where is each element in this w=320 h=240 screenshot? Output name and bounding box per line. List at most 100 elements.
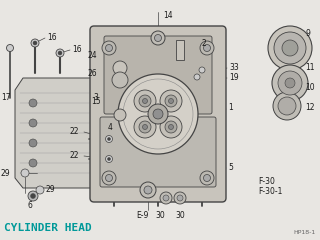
Text: 16: 16 bbox=[47, 32, 57, 42]
Circle shape bbox=[134, 116, 156, 138]
Text: 11: 11 bbox=[305, 64, 315, 72]
Circle shape bbox=[160, 116, 182, 138]
Circle shape bbox=[106, 44, 113, 52]
Circle shape bbox=[36, 186, 44, 194]
Circle shape bbox=[31, 39, 39, 47]
Text: 30: 30 bbox=[155, 211, 165, 221]
Circle shape bbox=[118, 74, 198, 154]
Circle shape bbox=[139, 95, 151, 107]
Circle shape bbox=[151, 31, 165, 45]
Ellipse shape bbox=[24, 158, 42, 168]
Circle shape bbox=[108, 138, 110, 140]
Text: 6: 6 bbox=[27, 202, 32, 210]
Circle shape bbox=[278, 97, 296, 115]
Circle shape bbox=[155, 35, 162, 42]
Circle shape bbox=[285, 78, 295, 88]
Circle shape bbox=[106, 174, 113, 181]
Text: 4: 4 bbox=[108, 124, 113, 132]
Text: 2: 2 bbox=[202, 40, 207, 48]
Circle shape bbox=[169, 98, 173, 103]
Circle shape bbox=[6, 44, 13, 52]
Circle shape bbox=[200, 41, 214, 55]
FancyBboxPatch shape bbox=[104, 36, 212, 114]
Text: 14: 14 bbox=[163, 11, 172, 19]
Text: 29: 29 bbox=[45, 186, 55, 194]
Text: 24: 24 bbox=[88, 50, 98, 60]
Circle shape bbox=[134, 90, 156, 112]
Circle shape bbox=[272, 65, 308, 101]
Circle shape bbox=[106, 136, 113, 143]
Text: 1: 1 bbox=[228, 103, 233, 113]
Ellipse shape bbox=[24, 138, 42, 148]
Circle shape bbox=[163, 195, 169, 201]
Text: 30: 30 bbox=[175, 211, 185, 221]
Circle shape bbox=[278, 71, 302, 95]
Text: 3: 3 bbox=[93, 94, 98, 102]
Circle shape bbox=[282, 40, 298, 56]
Text: 5: 5 bbox=[228, 162, 233, 172]
Circle shape bbox=[29, 159, 37, 167]
Text: 12: 12 bbox=[305, 103, 315, 113]
Text: CYLINDER HEAD: CYLINDER HEAD bbox=[4, 223, 92, 233]
FancyBboxPatch shape bbox=[100, 117, 216, 187]
Text: 9: 9 bbox=[305, 29, 310, 37]
Circle shape bbox=[199, 67, 205, 73]
Ellipse shape bbox=[85, 99, 97, 107]
Ellipse shape bbox=[24, 118, 42, 128]
Circle shape bbox=[160, 192, 172, 204]
Circle shape bbox=[29, 99, 37, 107]
Text: E-9: E-9 bbox=[136, 211, 148, 221]
Circle shape bbox=[116, 76, 124, 84]
Circle shape bbox=[33, 41, 37, 45]
Circle shape bbox=[274, 32, 306, 64]
Circle shape bbox=[139, 121, 151, 133]
Circle shape bbox=[113, 61, 127, 75]
Text: 26: 26 bbox=[88, 70, 98, 78]
Circle shape bbox=[268, 26, 312, 70]
Circle shape bbox=[142, 125, 148, 130]
Ellipse shape bbox=[24, 98, 42, 108]
Circle shape bbox=[21, 169, 29, 177]
Circle shape bbox=[140, 182, 156, 198]
Polygon shape bbox=[15, 78, 103, 188]
Circle shape bbox=[114, 109, 126, 121]
Circle shape bbox=[148, 104, 168, 124]
Circle shape bbox=[56, 49, 64, 57]
Circle shape bbox=[58, 51, 62, 55]
Text: F-30: F-30 bbox=[258, 178, 275, 186]
Text: 15: 15 bbox=[91, 96, 100, 106]
Text: 22: 22 bbox=[70, 150, 79, 160]
Circle shape bbox=[108, 157, 110, 161]
Text: 19: 19 bbox=[229, 72, 239, 82]
Circle shape bbox=[273, 92, 301, 120]
Circle shape bbox=[29, 119, 37, 127]
Circle shape bbox=[142, 98, 148, 103]
Circle shape bbox=[28, 191, 38, 201]
Text: 10: 10 bbox=[305, 84, 315, 92]
Circle shape bbox=[204, 44, 211, 52]
Text: 22: 22 bbox=[70, 126, 79, 136]
Circle shape bbox=[204, 174, 211, 181]
Circle shape bbox=[102, 171, 116, 185]
Circle shape bbox=[200, 171, 214, 185]
Circle shape bbox=[177, 195, 183, 201]
Circle shape bbox=[174, 192, 186, 204]
Text: 29: 29 bbox=[0, 168, 10, 178]
Circle shape bbox=[165, 121, 177, 133]
Bar bbox=[176, 40, 184, 60]
FancyBboxPatch shape bbox=[90, 26, 226, 202]
Circle shape bbox=[153, 109, 163, 119]
Circle shape bbox=[144, 186, 152, 194]
Circle shape bbox=[160, 90, 182, 112]
Text: 17: 17 bbox=[1, 94, 11, 102]
Circle shape bbox=[102, 41, 116, 55]
Text: F-30-1: F-30-1 bbox=[258, 187, 282, 197]
Circle shape bbox=[165, 95, 177, 107]
Circle shape bbox=[169, 125, 173, 130]
Circle shape bbox=[29, 139, 37, 147]
Circle shape bbox=[194, 74, 200, 80]
Ellipse shape bbox=[85, 139, 97, 147]
Text: 33: 33 bbox=[229, 62, 239, 72]
Text: 16: 16 bbox=[72, 44, 82, 54]
Circle shape bbox=[116, 65, 124, 72]
